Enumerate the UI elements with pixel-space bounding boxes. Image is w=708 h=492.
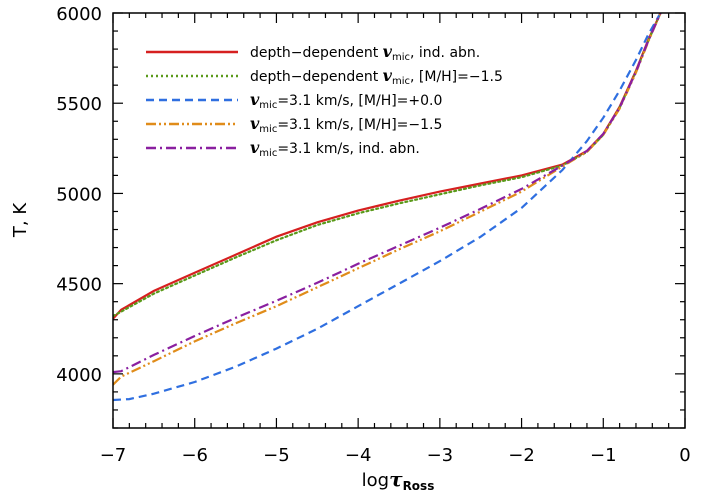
legend-label: vmic=3.1 km/s, ind. abn. <box>250 138 420 159</box>
x-tick-label: 0 <box>679 445 690 466</box>
y-axis-title: T, K <box>10 202 31 238</box>
x-tick-label: −1 <box>590 445 617 466</box>
ticks-layer: −7 −6 −5 −4 −3 −2 −1 0 4000 4500 5000 5500 6000 <box>56 4 691 466</box>
legend-label: depth−dependent vmic, [M/H]=−1.5 <box>250 66 503 87</box>
y-tick-label: 4500 <box>56 275 102 296</box>
y-tick-label: 4000 <box>56 365 102 386</box>
legend: depth−dependent vmic, ind. abn. depth−dep… <box>146 42 503 159</box>
series-line <box>113 13 662 386</box>
series-line <box>113 13 662 402</box>
y-tick-label: 5500 <box>56 94 102 115</box>
x-tick-label: −3 <box>427 445 454 466</box>
x-tick-label: −2 <box>508 445 535 466</box>
y-tick-label: 5000 <box>56 184 102 205</box>
legend-label: vmic=3.1 km/s, [M/H]=+0.0 <box>250 90 442 111</box>
x-tick-label: −7 <box>100 445 127 466</box>
series-layer <box>113 13 662 402</box>
x-tick-label: −6 <box>181 445 208 466</box>
y-tick-label: 6000 <box>56 4 102 25</box>
x-axis-title: logτRoss <box>362 467 435 492</box>
legend-label: depth−dependent vmic, ind. abn. <box>250 42 480 63</box>
legend-label: vmic=3.1 km/s, [M/H]=−1.5 <box>250 114 442 135</box>
x-tick-label: −4 <box>345 445 372 466</box>
x-tick-label: −5 <box>263 445 290 466</box>
plot-frame <box>112 12 686 429</box>
series-line <box>113 13 662 374</box>
